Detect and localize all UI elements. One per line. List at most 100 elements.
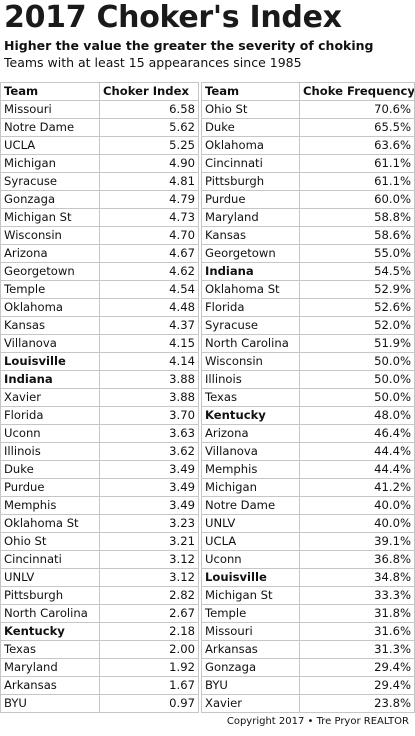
value-cell: 61.1%	[299, 154, 415, 173]
team-cell: Temple	[0, 280, 100, 299]
team-cell: Arizona	[201, 424, 300, 443]
value-cell: 6.58	[99, 100, 199, 119]
value-cell: 29.4%	[299, 658, 415, 677]
value-cell: 52.0%	[299, 316, 415, 335]
team-cell: Temple	[201, 604, 300, 623]
value-cell: 4.54	[99, 280, 199, 299]
value-cell: 31.3%	[299, 640, 415, 659]
table-row: Xavier 3.88	[0, 388, 199, 407]
value-cell: 50.0%	[299, 388, 415, 407]
table-row: Louisville 34.8%	[201, 568, 415, 587]
team-cell: Illinois	[201, 370, 300, 389]
table-row: Uconn 36.8%	[201, 550, 415, 569]
table-row: Uconn 3.63	[0, 424, 199, 443]
value-cell: 2.82	[99, 586, 199, 605]
value-cell: 44.4%	[299, 442, 415, 461]
value-cell: 3.88	[99, 388, 199, 407]
choker-index-table: Team Choker Index Missouri 6.58 Notre Dame…	[0, 82, 199, 713]
table-row: Missouri 6.58	[0, 100, 199, 119]
table-row: Georgetown 55.0%	[201, 244, 415, 263]
value-cell: 3.21	[99, 532, 199, 551]
table-row: Oklahoma St 52.9%	[201, 280, 415, 299]
table-row: Duke 3.49	[0, 460, 199, 479]
table-row: Duke 65.5%	[201, 118, 415, 137]
team-cell: Missouri	[0, 100, 100, 119]
team-cell: Oklahoma	[201, 136, 300, 155]
team-cell: Villanova	[0, 334, 100, 353]
table-row: Arkansas 31.3%	[201, 640, 415, 659]
table-row: BYU 0.97	[0, 694, 199, 713]
table-row: Villanova 44.4%	[201, 442, 415, 461]
team-cell: Wisconsin	[201, 352, 300, 371]
value-cell: 5.25	[99, 136, 199, 155]
team-cell: Xavier	[0, 388, 100, 407]
value-cell: 4.37	[99, 316, 199, 335]
table-row: UCLA 39.1%	[201, 532, 415, 551]
team-cell: Xavier	[201, 694, 300, 713]
table-row: Michigan St 4.73	[0, 208, 199, 227]
team-cell: Ohio St	[201, 100, 300, 119]
table-row: Notre Dame 5.62	[0, 118, 199, 137]
value-cell: 4.15	[99, 334, 199, 353]
table-row: North Carolina 51.9%	[201, 334, 415, 353]
team-cell: UNLV	[0, 568, 100, 587]
table-row: Georgetown 4.62	[0, 262, 199, 281]
table-row: Wisconsin 4.70	[0, 226, 199, 245]
value-cell: 58.6%	[299, 226, 415, 245]
table-row: Maryland 1.92	[0, 658, 199, 677]
team-cell: Purdue	[201, 190, 300, 209]
value-cell: 31.8%	[299, 604, 415, 623]
value-cell: 3.62	[99, 442, 199, 461]
team-cell: Oklahoma St	[201, 280, 300, 299]
value-cell: 4.14	[99, 352, 199, 371]
team-cell: Indiana	[0, 370, 100, 389]
team-cell: Louisville	[201, 568, 300, 587]
table-row: Missouri 31.6%	[201, 622, 415, 641]
value-cell: 3.12	[99, 568, 199, 587]
table-row: Kansas 4.37	[0, 316, 199, 335]
table-row: Oklahoma St 3.23	[0, 514, 199, 533]
value-cell: 3.63	[99, 424, 199, 443]
team-cell: Florida	[201, 298, 300, 317]
column-header-team: Team	[0, 82, 100, 101]
table-row: Oklahoma 63.6%	[201, 136, 415, 155]
team-cell: Notre Dame	[0, 118, 100, 137]
table-row: Kentucky 2.18	[0, 622, 199, 641]
team-cell: UNLV	[201, 514, 300, 533]
value-cell: 3.49	[99, 460, 199, 479]
team-cell: Notre Dame	[201, 496, 300, 515]
team-cell: Kentucky	[201, 406, 300, 425]
value-cell: 4.48	[99, 298, 199, 317]
team-cell: Michigan St	[0, 208, 100, 227]
team-cell: Uconn	[0, 424, 100, 443]
value-cell: 4.73	[99, 208, 199, 227]
value-cell: 50.0%	[299, 370, 415, 389]
table-row: UNLV 40.0%	[201, 514, 415, 533]
table-row: Purdue 3.49	[0, 478, 199, 497]
team-cell: Arizona	[0, 244, 100, 263]
value-cell: 39.1%	[299, 532, 415, 551]
table-row: Texas 2.00	[0, 640, 199, 659]
team-cell: Maryland	[201, 208, 300, 227]
value-cell: 1.92	[99, 658, 199, 677]
table-row: Oklahoma 4.48	[0, 298, 199, 317]
team-cell: Arkansas	[0, 676, 100, 695]
team-cell: BYU	[0, 694, 100, 713]
team-cell: Arkansas	[201, 640, 300, 659]
choke-frequency-table: Team Choke Frequency Ohio St 70.6% Duke 65.…	[201, 82, 415, 713]
team-cell: Michigan St	[201, 586, 300, 605]
table-row: Gonzaga 29.4%	[201, 658, 415, 677]
table-row: Ohio St 3.21	[0, 532, 199, 551]
value-cell: 36.8%	[299, 550, 415, 569]
team-cell: Memphis	[201, 460, 300, 479]
value-cell: 3.23	[99, 514, 199, 533]
table-row: Michigan St 33.3%	[201, 586, 415, 605]
team-cell: Memphis	[0, 496, 100, 515]
value-cell: 33.3%	[299, 586, 415, 605]
table-row: Memphis 3.49	[0, 496, 199, 515]
team-cell: Kentucky	[0, 622, 100, 641]
value-cell: 60.0%	[299, 190, 415, 209]
value-cell: 2.67	[99, 604, 199, 623]
table-row: Syracuse 4.81	[0, 172, 199, 191]
value-cell: 54.5%	[299, 262, 415, 281]
